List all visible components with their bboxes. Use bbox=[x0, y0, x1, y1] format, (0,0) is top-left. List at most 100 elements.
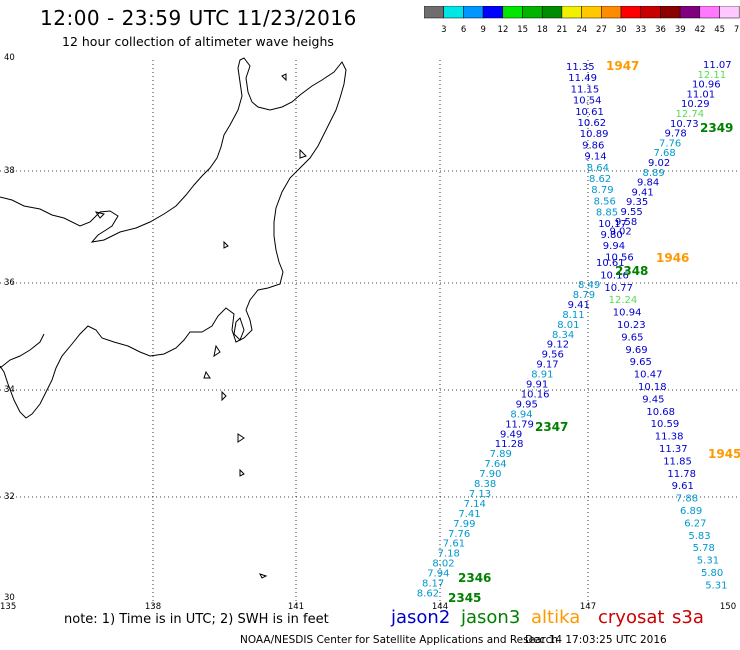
scale-label: 27 bbox=[596, 25, 607, 35]
track-value: 2347 bbox=[535, 420, 568, 434]
track-value: 7.68 bbox=[654, 148, 676, 159]
scale-swatch bbox=[502, 6, 523, 19]
track-value: 10.94 bbox=[613, 308, 642, 319]
track-value: 9.80 bbox=[601, 230, 623, 241]
track-value: 11.01 bbox=[687, 89, 716, 100]
scale-swatch bbox=[443, 6, 464, 19]
scale-swatch bbox=[463, 6, 484, 19]
lon-tick-label: 141 bbox=[288, 602, 304, 612]
track-value: 10.61 bbox=[596, 258, 625, 269]
track-value: 9.91 bbox=[526, 380, 548, 391]
track-value: 9.56 bbox=[542, 350, 564, 361]
graticule bbox=[0, 60, 740, 605]
track-value: 9.41 bbox=[568, 300, 590, 311]
track-value: 9.17 bbox=[536, 360, 558, 371]
track-value: 5.83 bbox=[688, 531, 710, 542]
track-value: 10.96 bbox=[692, 80, 721, 91]
scale-swatch bbox=[699, 6, 720, 19]
track-value: 10.23 bbox=[617, 320, 646, 331]
track-value: 9.58 bbox=[615, 217, 637, 228]
track-value: 8.62 bbox=[589, 174, 611, 185]
scale-label: 45 bbox=[714, 25, 725, 35]
scale-label: 18 bbox=[537, 25, 548, 35]
japan-coastline bbox=[0, 57, 347, 579]
scale-swatch bbox=[522, 6, 543, 19]
scale-swatch bbox=[424, 6, 444, 19]
track-value: 11.37 bbox=[659, 444, 688, 455]
track-value: 7.61 bbox=[443, 539, 465, 550]
track-value: 8.38 bbox=[474, 479, 496, 490]
track-value: 7.88 bbox=[676, 494, 698, 505]
scale-label: 21 bbox=[557, 25, 568, 35]
track-value: 10.68 bbox=[646, 407, 675, 418]
track-value: 12.74 bbox=[676, 109, 705, 120]
track-value: 7.76 bbox=[448, 529, 470, 540]
scale-label: 12 bbox=[498, 25, 509, 35]
scale-label: 33 bbox=[635, 25, 646, 35]
lat-tick-label: 30 bbox=[4, 593, 15, 603]
scale-swatch bbox=[561, 6, 582, 19]
scale-swatch bbox=[620, 6, 641, 19]
scale-label: 6 bbox=[461, 25, 466, 35]
scale-label: 24 bbox=[576, 25, 587, 35]
track-value: 10.47 bbox=[634, 370, 663, 381]
track-value: 5.31 bbox=[697, 556, 719, 567]
scale-swatch bbox=[640, 6, 661, 19]
track-value: 1947 bbox=[606, 59, 639, 73]
track-value: 7.18 bbox=[438, 549, 460, 560]
lon-tick-label: 135 bbox=[0, 602, 16, 612]
track-value: 9.12 bbox=[547, 340, 569, 351]
track-value: 10.16 bbox=[600, 270, 629, 281]
scale-label: 42 bbox=[695, 25, 706, 35]
track-value: 10.17 bbox=[598, 219, 627, 230]
track-value: 6.89 bbox=[680, 506, 702, 517]
track-value: 9.41 bbox=[632, 187, 654, 198]
track-value: 5.80 bbox=[701, 568, 723, 579]
track-value: 9.69 bbox=[625, 345, 647, 356]
track-value: 7.41 bbox=[458, 509, 480, 520]
track-value: 8.62 bbox=[417, 588, 439, 599]
track-value: 11.49 bbox=[568, 73, 597, 84]
track-value: 7.64 bbox=[484, 459, 506, 470]
lat-tick-label: 36 bbox=[4, 278, 15, 288]
lon-tick-label: 138 bbox=[145, 602, 161, 612]
track-value: 9.86 bbox=[582, 140, 604, 151]
track-value: 12.24 bbox=[609, 295, 638, 306]
track-value: 7.90 bbox=[479, 469, 501, 480]
lat-tick-label: 40 bbox=[4, 53, 15, 63]
footer-credit: NOAA/NESDIS Center for Satellite Applica… bbox=[240, 634, 558, 646]
track-value: 8.56 bbox=[594, 196, 616, 207]
legend-cryosat: cryosat bbox=[598, 607, 665, 628]
track-value: 9.65 bbox=[630, 357, 652, 368]
track-value: 11.85 bbox=[663, 456, 692, 467]
scale-swatch bbox=[541, 6, 563, 19]
track-value: 8.02 bbox=[432, 559, 454, 570]
scale-swatch bbox=[719, 6, 740, 19]
color-scale: 36912151821242730333639424570(ft) bbox=[424, 6, 740, 35]
track-value: 8.49 bbox=[578, 280, 600, 291]
track-value: 5.78 bbox=[693, 543, 715, 554]
track-value: 2346 bbox=[458, 571, 491, 585]
page-title: 12:00 - 23:59 UTC 11/23/2016 bbox=[40, 6, 357, 30]
lat-tick-label: 32 bbox=[4, 492, 15, 502]
page-subtitle: 12 hour collection of altimeter wave hei… bbox=[62, 34, 334, 49]
track-value: 8.94 bbox=[510, 409, 532, 420]
track-value: 10.56 bbox=[605, 252, 634, 263]
wave-height-tracks: 11.3511.4911.1510.5410.6110.6210.899.869… bbox=[417, 59, 740, 605]
track-value: 10.73 bbox=[670, 119, 699, 130]
track-value: 9.14 bbox=[584, 152, 606, 163]
track-value: 9.02 bbox=[610, 227, 632, 238]
legend-altika: altika bbox=[531, 607, 581, 628]
track-value: 9.78 bbox=[665, 129, 687, 140]
scale-label: 3 bbox=[441, 25, 446, 35]
track-value: 9.61 bbox=[672, 481, 694, 492]
track-value: 10.59 bbox=[651, 419, 680, 430]
track-value: 2348 bbox=[615, 264, 648, 278]
track-value: 10.16 bbox=[521, 389, 550, 400]
track-value: 2345 bbox=[448, 591, 481, 605]
track-value: 7.14 bbox=[464, 499, 486, 510]
track-value: 11.07 bbox=[703, 60, 732, 71]
track-value: 9.02 bbox=[648, 158, 670, 169]
axis-labels: 135 138 141 144 147 150 40 38 36 34 32 30 bbox=[0, 53, 736, 612]
